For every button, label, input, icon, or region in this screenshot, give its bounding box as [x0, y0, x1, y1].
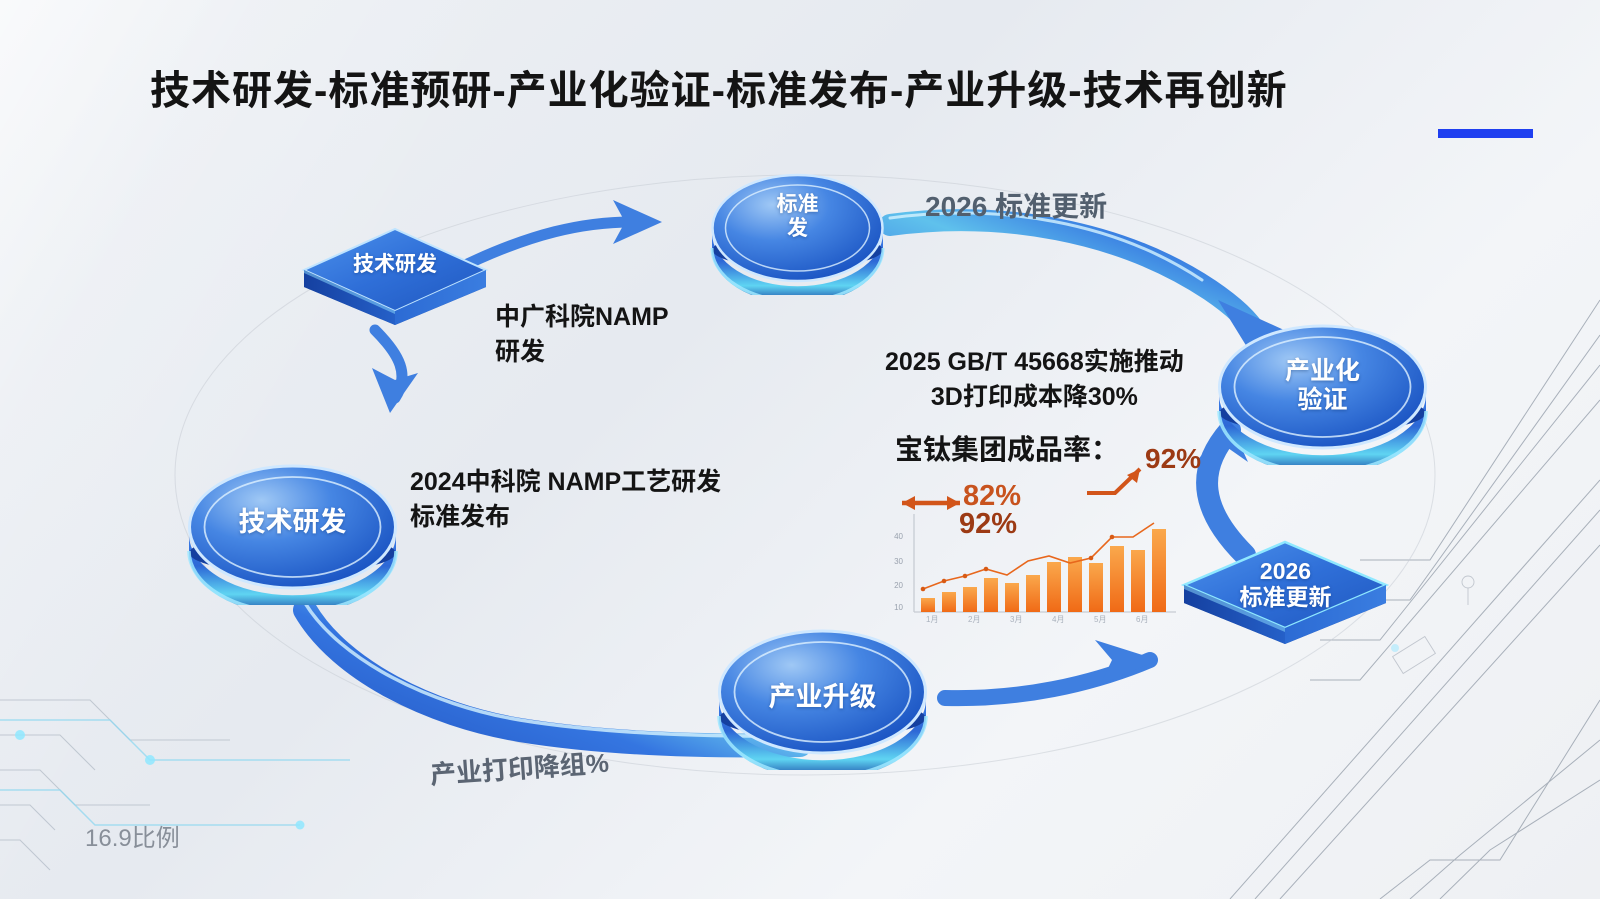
svg-text:2月: 2月: [968, 615, 980, 624]
svg-text:10: 10: [894, 603, 903, 612]
svg-text:5月: 5月: [1094, 615, 1106, 624]
svg-text:30: 30: [894, 557, 903, 566]
svg-text:20: 20: [894, 581, 903, 590]
svg-text:6月: 6月: [1136, 615, 1148, 624]
svg-text:3月: 3月: [1010, 615, 1022, 624]
svg-text:40: 40: [894, 532, 903, 541]
svg-text:4月: 4月: [1052, 615, 1064, 624]
